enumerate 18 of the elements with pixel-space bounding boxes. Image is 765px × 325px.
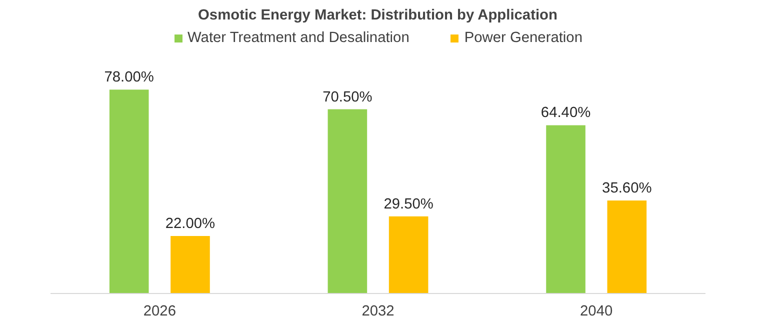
x-tick-label: 2026 — [143, 304, 176, 320]
data-label: 64.40% — [540, 105, 591, 122]
legend-label: Power Generation — [464, 30, 582, 46]
bar — [388, 216, 428, 294]
data-label: 29.50% — [384, 196, 434, 212]
x-tick-label: 2032 — [362, 304, 394, 320]
bar — [607, 200, 647, 294]
x-tick-label: 2040 — [580, 304, 613, 320]
bar — [546, 125, 586, 294]
bar — [170, 236, 210, 294]
legend-label: Water Treatment and Desalination — [188, 30, 410, 46]
data-label: 22.00% — [165, 216, 216, 232]
data-label: 78.00% — [104, 70, 154, 86]
data-label: 70.50% — [322, 89, 372, 106]
data-label: 35.60% — [602, 180, 652, 196]
chart-title: Osmotic Energy Market: Distribution by Application — [198, 8, 558, 24]
bar — [109, 90, 149, 294]
bar — [328, 109, 368, 294]
